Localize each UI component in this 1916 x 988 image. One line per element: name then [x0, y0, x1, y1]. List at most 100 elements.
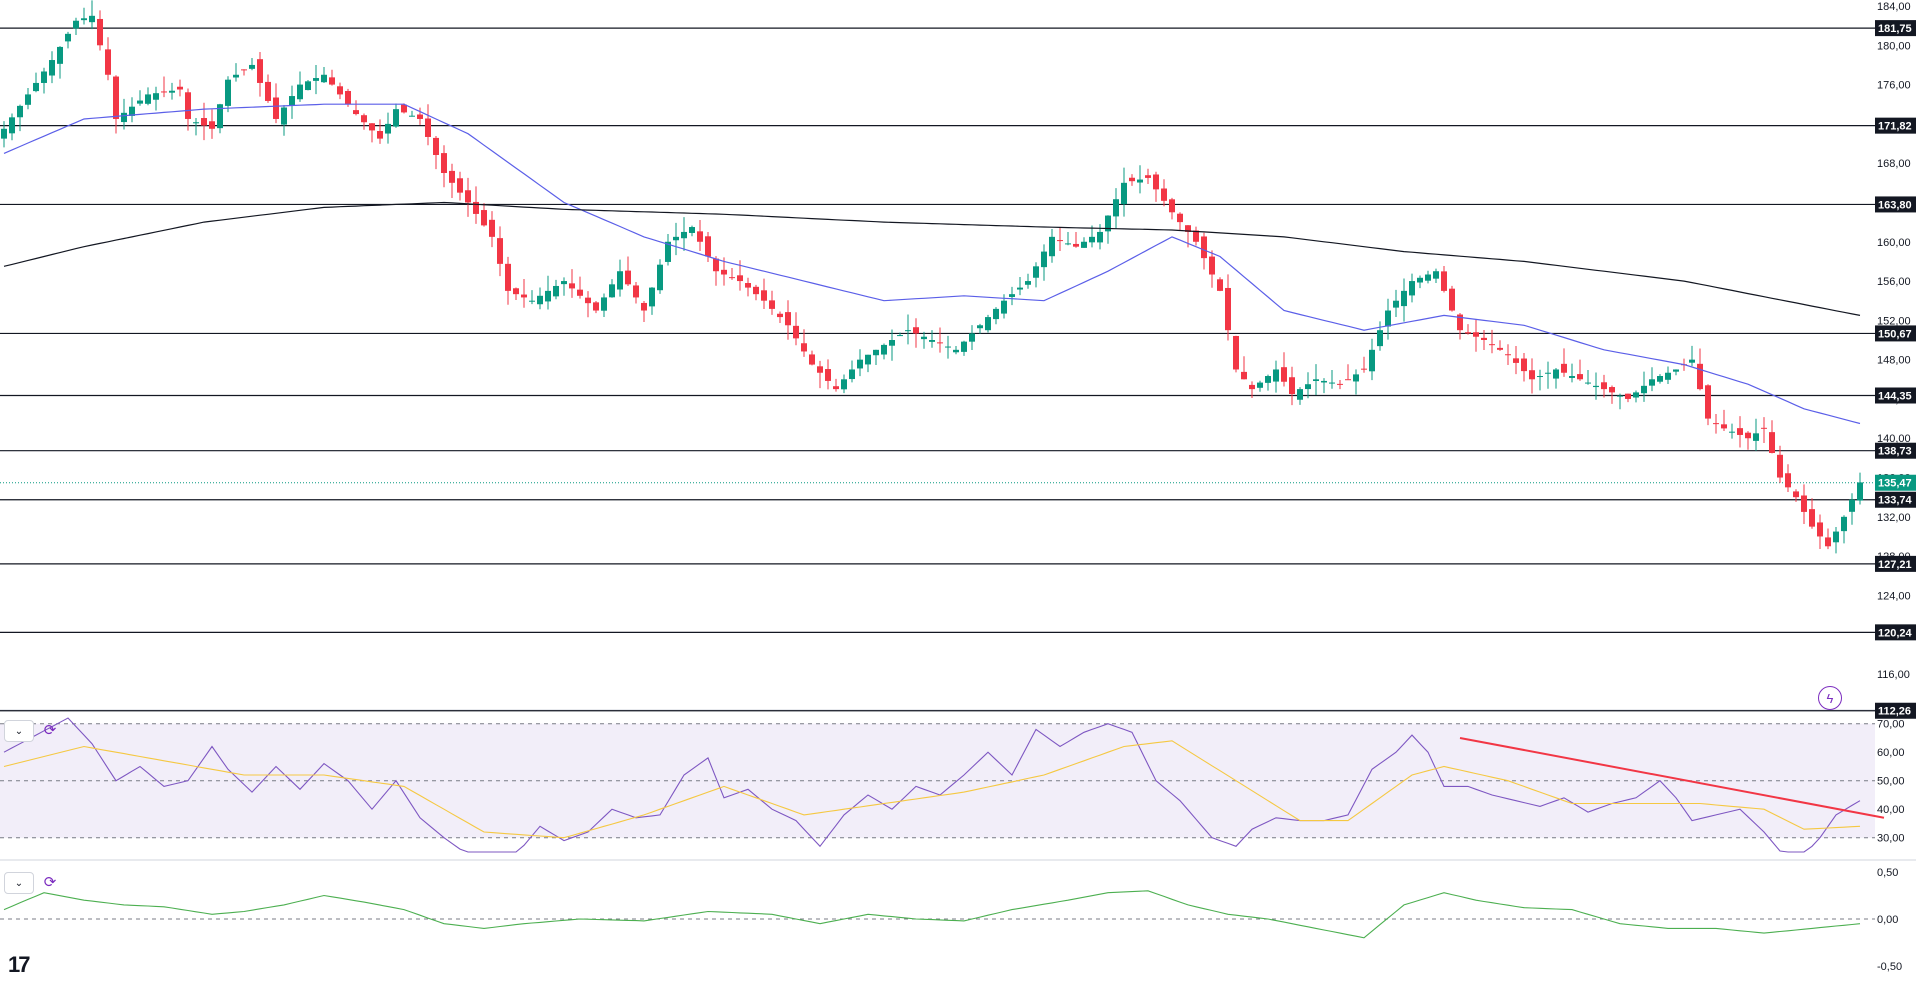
candle-body: [713, 258, 719, 272]
candle-body: [1545, 372, 1551, 374]
candle-body: [1313, 379, 1319, 382]
candle-body: [241, 69, 247, 71]
candle-body: [313, 78, 319, 81]
candle-body: [1825, 537, 1831, 547]
candle-body: [1209, 256, 1215, 275]
candle-body: [913, 327, 919, 334]
candle-body: [25, 94, 31, 105]
candle-body: [9, 117, 15, 134]
candle-body: [1457, 314, 1463, 331]
candle-body: [1577, 374, 1583, 380]
candle-body: [1785, 473, 1791, 488]
candle-body: [625, 270, 631, 285]
candle-body: [409, 115, 415, 117]
candle-body: [1305, 384, 1311, 390]
osc-pane-collapse-button[interactable]: ⌄: [4, 872, 34, 894]
candle-body: [1289, 377, 1295, 395]
rsi-pane-refresh-button[interactable]: ⟳: [40, 720, 60, 740]
candle-body: [361, 115, 367, 123]
candle-body: [81, 18, 87, 21]
candle-body: [809, 354, 815, 365]
candle-body: [521, 294, 527, 298]
candle-body: [209, 121, 215, 129]
candle-body: [1009, 294, 1015, 297]
price-axis-tick: 156,00: [1877, 276, 1911, 288]
candle-body: [1809, 509, 1815, 527]
candle-body: [977, 325, 983, 329]
candle-body: [1041, 251, 1047, 268]
tradingview-logo[interactable]: 17: [8, 952, 31, 977]
candle-body: [497, 238, 503, 264]
candle-body: [545, 290, 551, 302]
price-axis-tick: 116,00: [1877, 669, 1910, 681]
osc-pane-refresh-button[interactable]: ⟳: [40, 872, 60, 892]
rsi-pane-collapse-button[interactable]: ⌄: [4, 720, 34, 742]
candle-body: [1617, 395, 1623, 397]
candle-body: [897, 335, 903, 337]
lightning-button[interactable]: ϟ: [1818, 686, 1842, 710]
candle-body: [1561, 363, 1567, 373]
price-axis-tick: 176,00: [1877, 80, 1911, 92]
level-label: 120,24: [1878, 627, 1913, 639]
price-axis-tick: 168,00: [1877, 158, 1911, 170]
candle-body: [1361, 368, 1367, 370]
candle-body: [1329, 382, 1335, 384]
candle-body: [257, 59, 263, 83]
level-label-bg: [1875, 387, 1916, 404]
rsi-axis-tick: 50,00: [1877, 776, 1905, 788]
candle-body: [937, 342, 943, 344]
level-label: 138,73: [1878, 446, 1912, 458]
osc-axis-tick: -0,50: [1877, 961, 1902, 973]
candle-body: [465, 190, 471, 203]
candle-body: [577, 289, 583, 296]
candle-body: [1713, 423, 1719, 425]
candle-body: [137, 100, 143, 104]
candle-body: [1505, 354, 1511, 356]
candle-body: [929, 340, 935, 342]
candle-body: [1585, 382, 1591, 384]
candle-body: [1001, 300, 1007, 314]
candle-body: [1273, 369, 1279, 382]
candle-body: [1113, 199, 1119, 217]
candle-body: [1697, 363, 1703, 390]
candle-body: [1369, 349, 1375, 372]
candle-body: [721, 269, 727, 275]
candle-body: [449, 170, 455, 183]
candle-body: [593, 302, 599, 311]
candle-body: [369, 123, 375, 131]
candle-body: [609, 284, 615, 298]
moving-average-slow: [3, 201, 1861, 316]
candle-body: [1017, 287, 1023, 290]
candle-body: [729, 277, 735, 279]
price-axis-tick: 184,00: [1877, 1, 1911, 13]
candle-body: [1761, 427, 1767, 429]
candle-body: [1609, 387, 1615, 393]
rsi-axis-tick: 30,00: [1877, 833, 1905, 845]
osc-axis-tick: 0,50: [1877, 867, 1898, 879]
candle-body: [881, 344, 887, 355]
level-label-bg: [1875, 20, 1916, 37]
candle-body: [1025, 281, 1031, 285]
candle-body: [561, 281, 567, 285]
level-label: 163,80: [1878, 199, 1912, 211]
candle-body: [1081, 241, 1087, 248]
candle-body: [761, 290, 767, 301]
candle-body: [889, 340, 895, 346]
candle-body: [1665, 372, 1671, 380]
moving-average-fast: [3, 103, 1861, 425]
candle-body: [1801, 495, 1807, 512]
level-label-bg: [1875, 555, 1916, 572]
candle-body: [225, 79, 231, 106]
candle-body: [1201, 236, 1207, 259]
candle-body: [1649, 379, 1655, 386]
candle-body: [785, 312, 791, 326]
candle-body: [1297, 389, 1303, 400]
candle-body: [1849, 499, 1855, 512]
candle-body: [673, 236, 679, 241]
chevron-down-icon: ⌄: [14, 725, 24, 737]
candle-body: [1377, 330, 1383, 347]
candle-body: [753, 286, 759, 295]
candle-body: [425, 118, 431, 137]
